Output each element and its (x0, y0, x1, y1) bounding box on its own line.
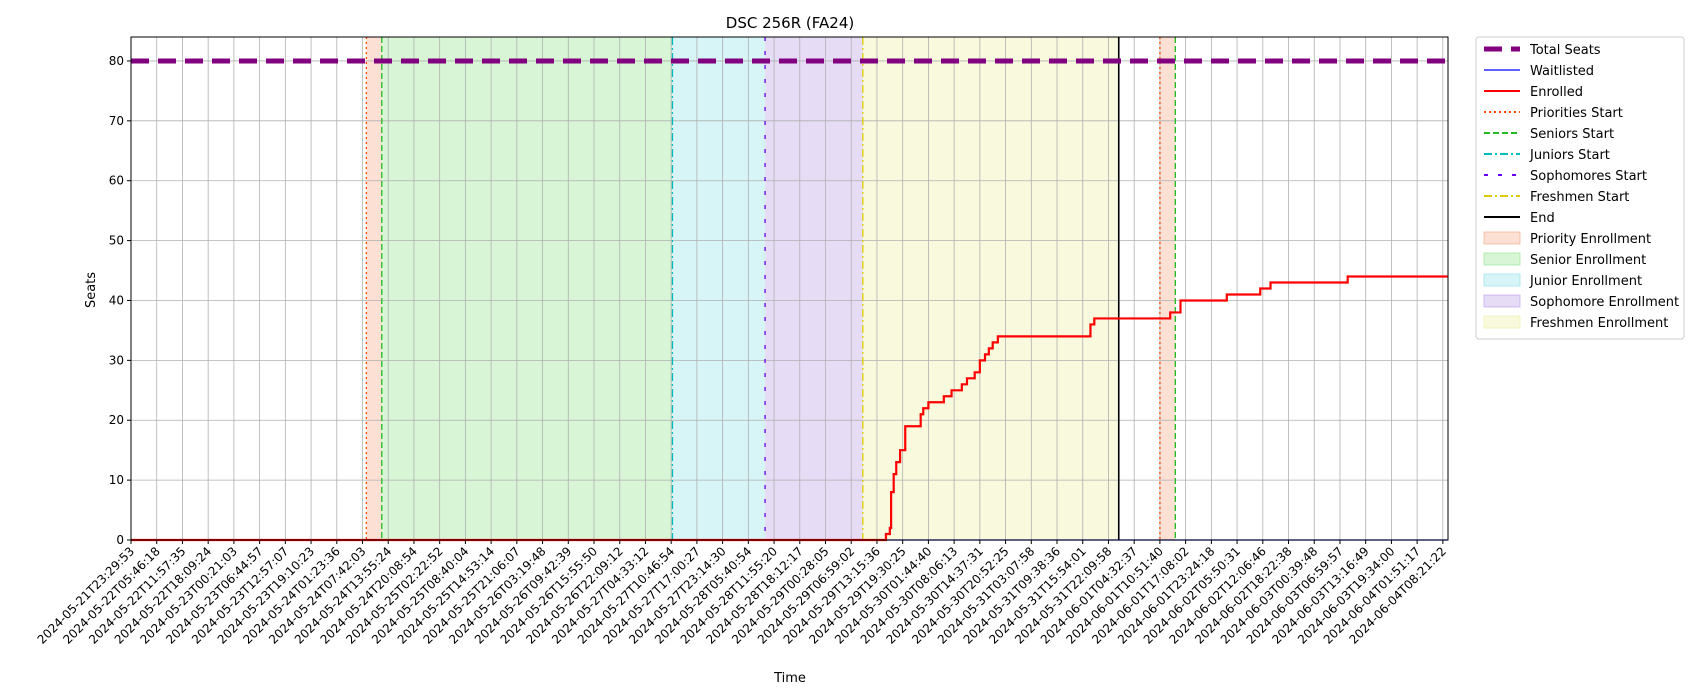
y-tick-label: 10 (109, 473, 124, 487)
legend-label: Senior Enrollment (1530, 253, 1646, 268)
legend-label: Sophomores Start (1530, 169, 1647, 184)
legend-swatch (1483, 231, 1521, 245)
legend-label: Junior Enrollment (1529, 274, 1642, 289)
legend-label: Priorities Start (1530, 106, 1623, 121)
legend-label: Sophomore Enrollment (1530, 295, 1679, 310)
legend-label: Seniors Start (1530, 127, 1614, 142)
legend-label: Juniors Start (1529, 148, 1610, 163)
y-tick-label: 80 (109, 54, 124, 68)
band-2 (672, 37, 766, 540)
y-axis-title: Seats (84, 272, 99, 308)
legend-swatch (1483, 252, 1521, 266)
band-1 (381, 37, 673, 540)
y-tick-label: 20 (109, 413, 124, 427)
legend-label: Freshmen Start (1530, 190, 1629, 205)
legend-swatch (1483, 273, 1521, 287)
legend-label: Enrolled (1530, 85, 1583, 100)
legend-label: Priority Enrollment (1530, 232, 1651, 247)
legend-label: End (1530, 211, 1555, 226)
y-tick-label: 70 (109, 114, 124, 128)
y-tick-label: 60 (109, 174, 124, 188)
y-tick-label: 50 (109, 234, 124, 248)
band-0 (366, 37, 382, 540)
legend-label: Freshmen Enrollment (1530, 316, 1668, 331)
y-tick-label: 40 (109, 293, 124, 307)
y-tick-label: 30 (109, 353, 124, 367)
legend-frame (1475, 36, 1685, 340)
x-axis-title: Time (773, 671, 806, 686)
legend-swatch (1483, 315, 1521, 329)
band-3 (765, 37, 863, 540)
legend-label: Total Seats (1529, 43, 1601, 58)
plot-frame (130, 36, 1449, 541)
legend-swatch (1483, 294, 1521, 308)
chart-title: DSC 256R (FA24) (726, 14, 854, 32)
legend: Total Seats Waitlisted Enrolled Priorities … (1475, 36, 1685, 340)
legend-label: Waitlisted (1530, 64, 1594, 79)
band-5 (1159, 37, 1176, 540)
series-enrolled (131, 275, 1448, 542)
y-tick-label: 0 (116, 533, 124, 547)
band-4 (862, 37, 1119, 540)
plot-area: 010203040506070802024-05-21T23:29:532024… (35, 36, 1449, 647)
